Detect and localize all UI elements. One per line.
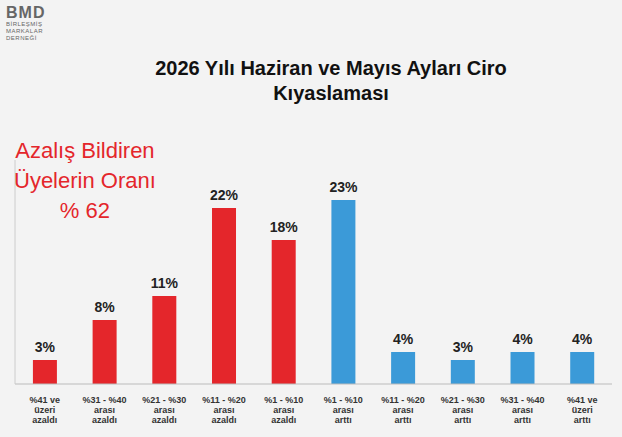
svg-text:4%: 4% <box>572 331 593 347</box>
svg-text:%31 - %40arasıazaldı: %31 - %40arasıazaldı <box>83 395 127 425</box>
html-text:2026 Yılı Haziran ve Mayıs Ayl: 2026 Yılı Haziran ve Mayıs Ayları Ciro K… <box>155 57 507 104</box>
svg-text:%11 - %20arasıarttı: %11 - %20arasıarttı <box>381 395 425 425</box>
html-text:BMD: BMD <box>6 4 46 21</box>
svg-text:%21 - %30arasıazaldı: %21 - %30arasıazaldı <box>142 395 186 425</box>
svg-text:22%: 22% <box>210 187 239 203</box>
html-text:BİRLEŞMİŞ: BİRLEŞMİŞ <box>6 21 43 27</box>
html-text:% 62: % 62 <box>59 198 110 223</box>
svg-text:11%: 11% <box>151 275 179 291</box>
svg-text:%41 veüzeriarttı: %41 veüzeriarttı <box>567 395 598 425</box>
html-text:Azalış Bildiren: Azalış Bildiren <box>15 138 155 163</box>
svg-text:%41 veüzeriazaldı: %41 veüzeriazaldı <box>30 395 61 425</box>
svg-text:%1 - %10arasıazaldı: %1 - %10arasıazaldı <box>264 395 303 425</box>
svg-text:4%: 4% <box>512 331 533 347</box>
html-text:MARKALAR: MARKALAR <box>6 28 43 34</box>
svg-text:%1 - %10arasıarttı: %1 - %10arasıarttı <box>324 395 363 425</box>
svg-text:%31 - %40arasıarttı: %31 - %40arasıarttı <box>500 395 544 425</box>
svg-text:18%: 18% <box>270 219 299 235</box>
svg-text:4%: 4% <box>393 331 414 347</box>
html-text:Üyelerin Oranı: Üyelerin Oranı <box>14 168 156 193</box>
svg-text:%11 - %20arasıazaldı: %11 - %20arasıazaldı <box>202 395 246 425</box>
svg-text:23%: 23% <box>329 179 358 195</box>
svg-text:3%: 3% <box>453 339 474 355</box>
html-text:DERNEĞİ: DERNEĞİ <box>6 35 37 41</box>
svg-text:8%: 8% <box>94 299 115 315</box>
svg-text:%21 - %30arasıarttı: %21 - %30arasıarttı <box>441 395 485 425</box>
svg-text:3%: 3% <box>35 339 56 355</box>
